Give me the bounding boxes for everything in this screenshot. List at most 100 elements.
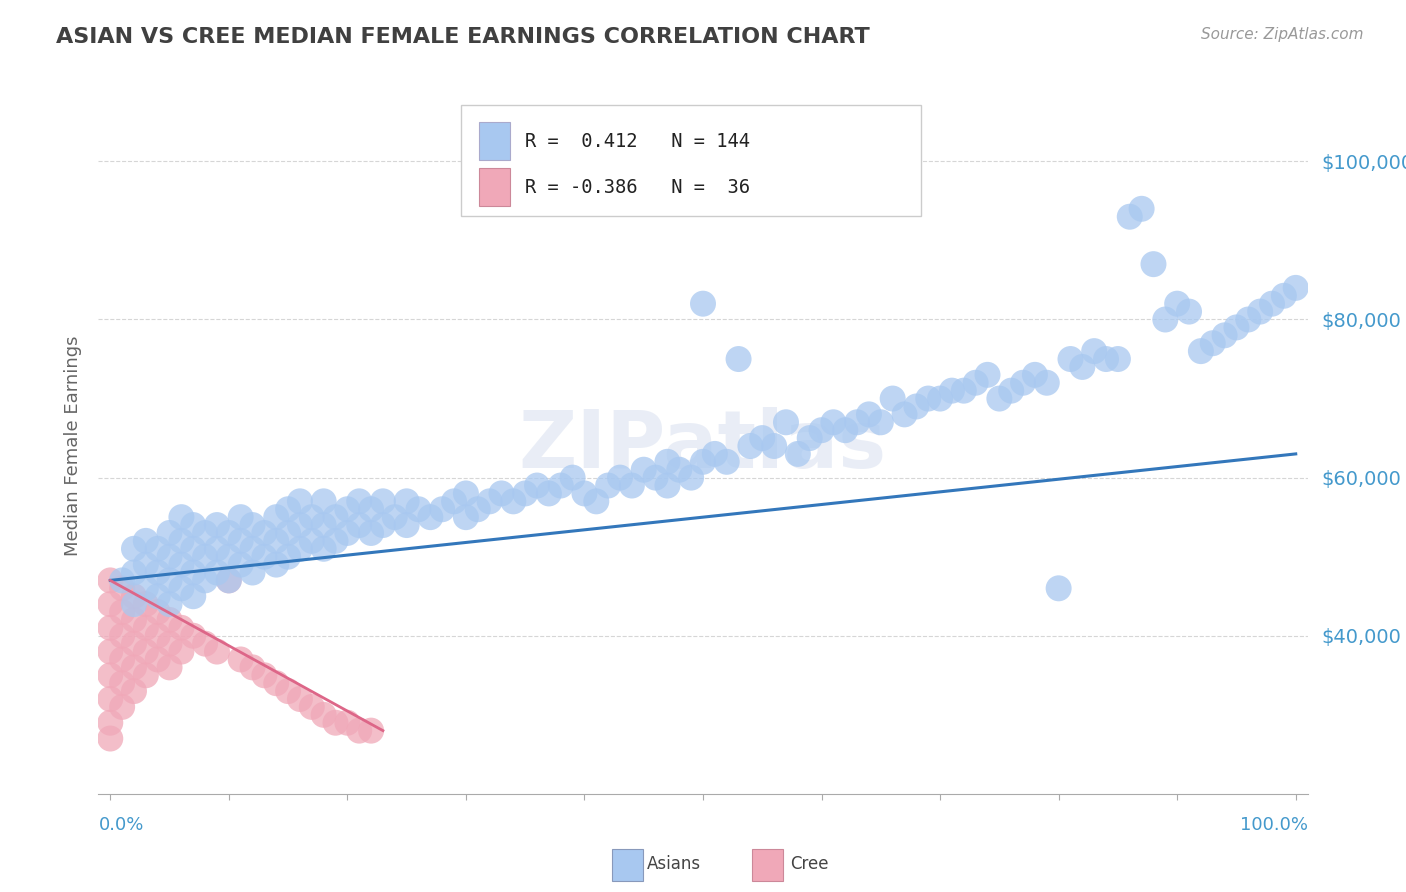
Point [384, 510, 406, 524]
Point [205, 541, 228, 556]
Point [325, 510, 347, 524]
FancyBboxPatch shape [461, 105, 921, 217]
Point [585, 494, 607, 508]
Point [478, 494, 501, 508]
Point [146, 541, 169, 556]
Point [454, 486, 477, 500]
Point [1213, 328, 1236, 343]
Point [681, 470, 703, 484]
Point [170, 621, 193, 635]
Point [288, 518, 311, 533]
Point [122, 541, 145, 556]
Point [111, 574, 134, 588]
Point [395, 518, 418, 533]
Point [1261, 296, 1284, 310]
Point [1225, 320, 1247, 334]
Point [301, 533, 323, 548]
Point [181, 629, 204, 643]
Point [170, 510, 193, 524]
Point [111, 676, 134, 690]
Point [408, 502, 430, 516]
Point [205, 518, 228, 533]
Point [347, 494, 370, 508]
Point [929, 392, 952, 406]
Point [1142, 257, 1164, 271]
Point [181, 518, 204, 533]
Point [325, 533, 347, 548]
Point [242, 541, 264, 556]
Point [727, 352, 749, 367]
Point [301, 699, 323, 714]
Text: Asians: Asians [647, 855, 700, 873]
Point [550, 478, 572, 492]
Point [1012, 376, 1035, 390]
Point [253, 549, 276, 564]
Point [264, 510, 287, 524]
Point [312, 518, 335, 533]
Point [716, 455, 738, 469]
Point [218, 574, 240, 588]
Point [170, 533, 193, 548]
Point [371, 494, 394, 508]
Point [288, 494, 311, 508]
Point [111, 582, 134, 596]
Point [312, 707, 335, 722]
Point [454, 510, 477, 524]
Point [159, 549, 181, 564]
Point [170, 644, 193, 658]
Point [941, 384, 963, 398]
Point [312, 494, 335, 508]
Point [135, 533, 157, 548]
Text: 100.0%: 100.0% [1240, 816, 1308, 834]
Point [419, 510, 441, 524]
Point [111, 699, 134, 714]
Point [242, 518, 264, 533]
Point [159, 597, 181, 611]
Point [644, 470, 666, 484]
Point [194, 574, 217, 588]
Point [194, 549, 217, 564]
Point [740, 439, 762, 453]
Point [834, 423, 856, 437]
Point [98, 715, 121, 730]
Point [170, 558, 193, 572]
Point [1272, 289, 1295, 303]
Point [1154, 312, 1177, 326]
Point [1237, 312, 1260, 326]
Point [146, 652, 169, 666]
Point [515, 486, 537, 500]
Point [122, 684, 145, 698]
Point [146, 566, 169, 580]
Point [395, 494, 418, 508]
Point [526, 478, 548, 492]
Point [823, 415, 845, 429]
Point [1095, 352, 1118, 367]
Point [159, 660, 181, 674]
Point [692, 455, 714, 469]
Point [181, 541, 204, 556]
Point [301, 510, 323, 524]
Text: Cree: Cree [790, 855, 828, 873]
Text: R = -0.386   N =  36: R = -0.386 N = 36 [526, 178, 751, 196]
Point [170, 582, 193, 596]
Point [917, 392, 939, 406]
Point [846, 415, 869, 429]
Text: 0.0%: 0.0% [98, 816, 143, 834]
Point [574, 486, 596, 500]
Point [1249, 304, 1271, 318]
Point [905, 400, 928, 414]
Point [242, 566, 264, 580]
Point [657, 455, 679, 469]
Point [668, 463, 690, 477]
Point [146, 605, 169, 619]
Point [882, 392, 904, 406]
Point [277, 684, 299, 698]
Point [288, 541, 311, 556]
Point [98, 731, 121, 746]
Point [1130, 202, 1153, 216]
Point [218, 574, 240, 588]
Point [336, 502, 359, 516]
Point [98, 692, 121, 706]
Point [952, 384, 974, 398]
Point [869, 415, 891, 429]
